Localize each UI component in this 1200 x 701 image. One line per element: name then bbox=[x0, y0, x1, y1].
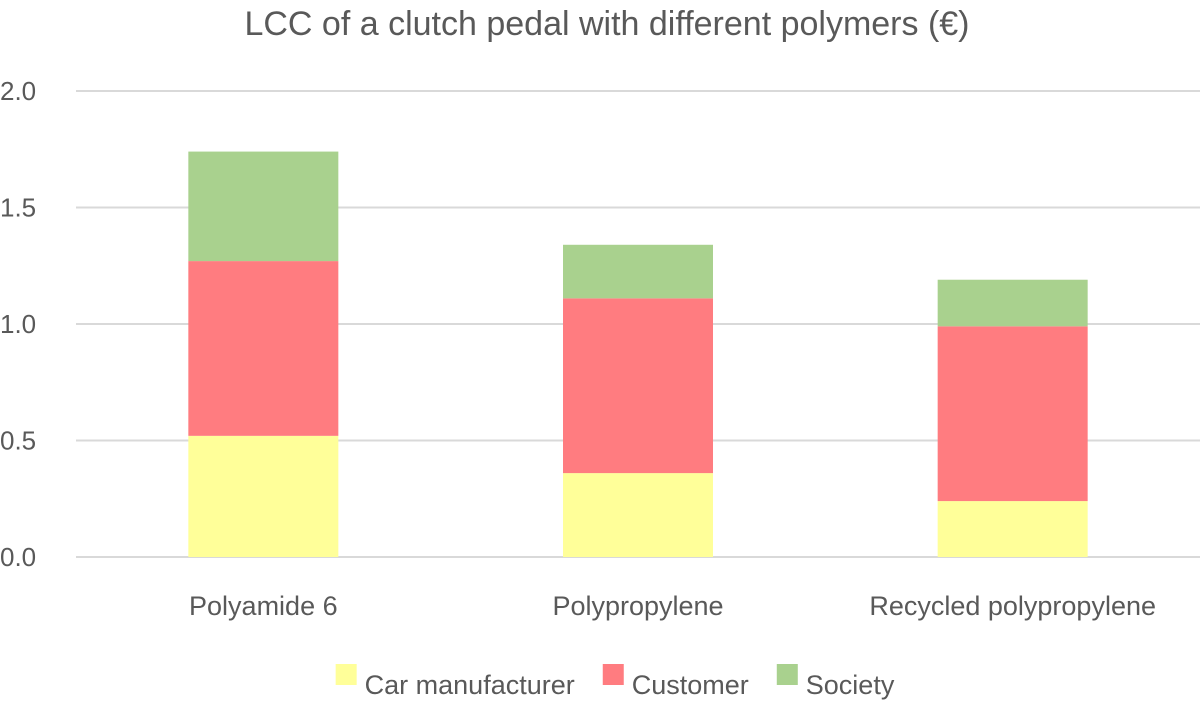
bar-segment bbox=[563, 473, 713, 557]
legend-label: Car manufacturer bbox=[365, 670, 575, 700]
x-axis-category-labels: Polyamide 6 Polypropylene Recycled polypro… bbox=[189, 591, 1156, 621]
y-tick-label: 1.5 bbox=[0, 193, 36, 223]
bar-segment bbox=[188, 435, 339, 557]
bar-segment bbox=[937, 501, 1088, 557]
legend-swatch bbox=[602, 664, 624, 685]
bar-segment bbox=[188, 261, 339, 436]
chart-title: LCC of a clutch pedal with different pol… bbox=[244, 5, 969, 43]
x-category-label: Recycled polypropylene bbox=[869, 591, 1156, 621]
legend-item: Customer bbox=[602, 664, 749, 700]
x-category-label: Polyamide 6 bbox=[189, 591, 338, 621]
legend: Car manufacturer Customer Society bbox=[335, 664, 895, 700]
bar-segment bbox=[188, 151, 339, 262]
legend-swatch bbox=[335, 664, 357, 685]
bar-segment bbox=[563, 244, 713, 299]
legend-swatch bbox=[776, 664, 798, 685]
y-tick-label: 1.0 bbox=[0, 309, 36, 339]
bars bbox=[188, 151, 1088, 557]
legend-label: Customer bbox=[632, 670, 749, 700]
legend-label: Society bbox=[806, 670, 895, 700]
y-axis-tick-labels: 0.0 0.5 1.0 1.5 2.0 bbox=[0, 76, 36, 572]
bar-segment bbox=[563, 298, 713, 474]
x-category-label: Polypropylene bbox=[552, 591, 723, 621]
bar-segment bbox=[937, 326, 1088, 502]
y-tick-label: 0.0 bbox=[0, 542, 36, 572]
y-tick-label: 2.0 bbox=[0, 76, 36, 106]
y-tick-label: 0.5 bbox=[0, 426, 36, 456]
bar-segment bbox=[937, 279, 1088, 327]
legend-item: Society bbox=[776, 664, 895, 700]
legend-item: Car manufacturer bbox=[335, 664, 575, 700]
